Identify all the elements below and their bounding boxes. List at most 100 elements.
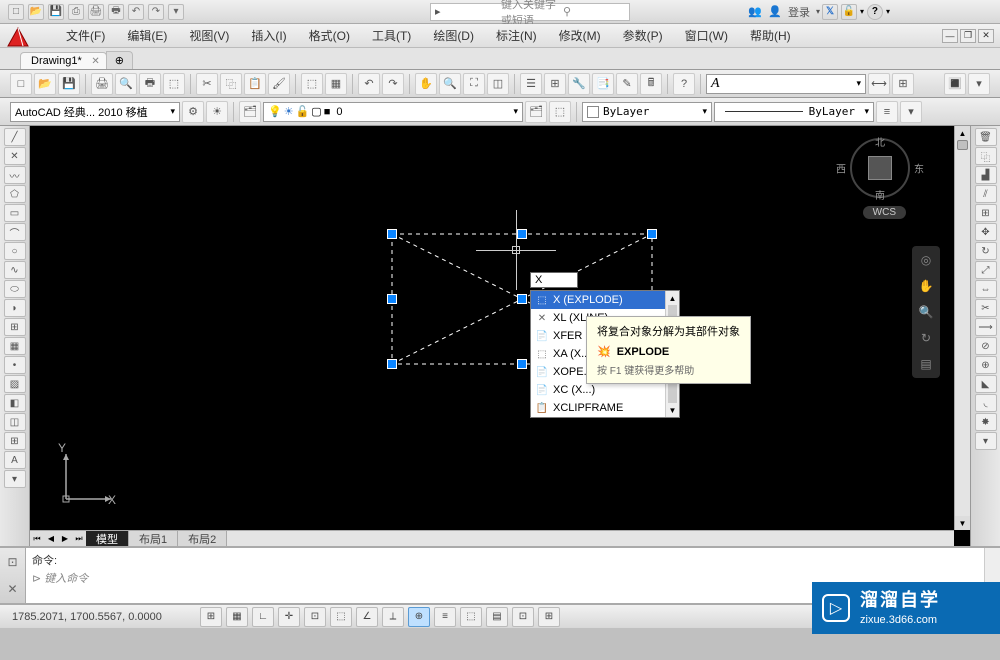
mod-extend-icon[interactable]: ⟶ bbox=[975, 318, 997, 336]
signin-icon[interactable]: 👤 bbox=[768, 5, 782, 19]
tb-more2-icon[interactable]: ▾ bbox=[900, 101, 922, 123]
mod-scale-icon[interactable]: ⤢ bbox=[975, 261, 997, 279]
tb-qcalc-icon[interactable]: 🖩 bbox=[640, 73, 662, 95]
tb-block-icon[interactable]: ⬚ bbox=[301, 73, 323, 95]
draw-ellipse-icon[interactable]: ⬭ bbox=[4, 280, 26, 298]
color-dropdown[interactable]: ByLayer bbox=[582, 102, 712, 122]
menu-insert[interactable]: 插入(I) bbox=[241, 25, 296, 46]
mod-break-icon[interactable]: ⊘ bbox=[975, 337, 997, 355]
draw-mtext-icon[interactable]: A bbox=[4, 451, 26, 469]
grip[interactable] bbox=[387, 294, 397, 304]
tb-layerp-icon[interactable]: 🗂 bbox=[239, 101, 261, 123]
people-icon[interactable]: 👥 bbox=[748, 5, 762, 19]
qat-redo-icon[interactable]: ↷ bbox=[148, 4, 164, 20]
help-icon[interactable]: ? bbox=[867, 4, 883, 20]
sb-am-icon[interactable]: ⊞ bbox=[538, 607, 560, 627]
tb-layermgr-icon[interactable]: 🗂 bbox=[525, 101, 547, 123]
sb-grid-icon[interactable]: ▦ bbox=[226, 607, 248, 627]
mod-more-icon[interactable]: ▾ bbox=[975, 432, 997, 450]
linetype-dropdown[interactable]: ByLayer bbox=[714, 102, 874, 122]
tb-cut-icon[interactable]: ✂ bbox=[196, 73, 218, 95]
mdi-close[interactable]: ✕ bbox=[978, 29, 994, 43]
viewcube[interactable]: 北 南 西 东 bbox=[850, 138, 910, 198]
cmdline-close-icon[interactable]: ✕ bbox=[7, 582, 17, 596]
qat-saveas-icon[interactable]: ⎙ bbox=[68, 4, 84, 20]
tb-more-icon[interactable]: ▾ bbox=[968, 73, 990, 95]
search-go-icon[interactable]: ⚲ bbox=[563, 5, 625, 18]
qat-dd-icon[interactable]: ▾ bbox=[168, 4, 184, 20]
draw-circle-icon[interactable]: ○ bbox=[4, 242, 26, 260]
vscrollbar[interactable]: ▲▼ bbox=[954, 126, 970, 530]
mod-explode-icon[interactable]: ✸ bbox=[975, 413, 997, 431]
tb-tool-icon[interactable]: 🔧 bbox=[568, 73, 590, 95]
draw-rect-icon[interactable]: ▭ bbox=[4, 204, 26, 222]
mdi-restore[interactable]: ❐ bbox=[960, 29, 976, 43]
tb-pan-icon[interactable]: ✋ bbox=[415, 73, 437, 95]
grip[interactable] bbox=[517, 359, 527, 369]
mod-stretch-icon[interactable]: ⇔ bbox=[975, 280, 997, 298]
sb-polar-icon[interactable]: ✛ bbox=[278, 607, 300, 627]
sb-otrack-icon[interactable]: ∠ bbox=[356, 607, 378, 627]
exchange-icon[interactable]: 𝕏 bbox=[822, 4, 838, 20]
tb-ws-set-icon[interactable]: ☀ bbox=[206, 101, 228, 123]
lock-icon[interactable]: 🔓 bbox=[841, 4, 857, 20]
tb-dc-icon[interactable]: ⊞ bbox=[544, 73, 566, 95]
draw-table-icon[interactable]: ⊞ bbox=[4, 432, 26, 450]
sb-snap-icon[interactable]: ⊞ bbox=[200, 607, 222, 627]
hscroll-first[interactable]: ⏮ bbox=[30, 531, 44, 546]
infocenter-search[interactable]: ▸ 键入关键字或短语 ⚲ bbox=[430, 3, 630, 21]
tb-zoome-icon[interactable]: ⛶ bbox=[463, 73, 485, 95]
tb-paste-icon[interactable]: 📋 bbox=[244, 73, 266, 95]
menu-window[interactable]: 窗口(W) bbox=[675, 25, 738, 46]
draw-ellarc-icon[interactable]: ◗ bbox=[4, 299, 26, 317]
draw-grad-icon[interactable]: ◧ bbox=[4, 394, 26, 412]
menu-help[interactable]: 帮助(H) bbox=[740, 25, 801, 46]
qat-save-icon[interactable]: 💾 bbox=[48, 4, 64, 20]
hscroll-next[interactable]: ▶ bbox=[58, 531, 72, 546]
menu-format[interactable]: 格式(O) bbox=[299, 25, 360, 46]
menu-file[interactable]: 文件(F) bbox=[56, 25, 115, 46]
nav-pan-icon[interactable]: ✋ bbox=[916, 276, 936, 296]
tb-save-icon[interactable]: 💾 bbox=[58, 73, 80, 95]
mod-chamfer-icon[interactable]: ◣ bbox=[975, 375, 997, 393]
tb-3dprint-icon[interactable]: ⬚ bbox=[163, 73, 185, 95]
tb-sheet-icon[interactable]: 📑 bbox=[592, 73, 614, 95]
menu-parametric[interactable]: 参数(P) bbox=[613, 25, 673, 46]
cmdline-grip[interactable]: ⊡✕ bbox=[0, 548, 26, 603]
mod-erase-icon[interactable]: 🗑 bbox=[975, 128, 997, 146]
qat-print-icon[interactable]: 🖨 bbox=[88, 4, 104, 20]
tb-dim-icon[interactable]: ⟷ bbox=[868, 73, 890, 95]
sb-ortho-icon[interactable]: ∟ bbox=[252, 607, 274, 627]
menu-draw[interactable]: 绘图(D) bbox=[423, 25, 484, 46]
tb-block2-icon[interactable]: ▦ bbox=[325, 73, 347, 95]
doc-tab-active[interactable]: Drawing1* ✕ bbox=[20, 52, 107, 69]
tb-ws-gear-icon[interactable]: ⚙ bbox=[182, 101, 204, 123]
tab-layout2[interactable]: 布局2 bbox=[178, 531, 227, 546]
tb-match-icon[interactable]: 🖌 bbox=[268, 73, 290, 95]
tb-publish-icon[interactable]: 🖶 bbox=[139, 73, 161, 95]
nav-show-icon[interactable]: ▤ bbox=[916, 354, 936, 374]
grip[interactable] bbox=[387, 359, 397, 369]
tb-print-icon[interactable]: 🖨 bbox=[91, 73, 113, 95]
wcs-badge[interactable]: WCS bbox=[863, 206, 906, 219]
draw-hatch-icon[interactable]: ▨ bbox=[4, 375, 26, 393]
tb-preview-icon[interactable]: 🔍 bbox=[115, 73, 137, 95]
tb-layerstate-icon[interactable]: ⬚ bbox=[549, 101, 571, 123]
menu-dimension[interactable]: 标注(N) bbox=[486, 25, 547, 46]
grip[interactable] bbox=[517, 294, 527, 304]
hscroll-last[interactable]: ⏭ bbox=[72, 531, 86, 546]
login-dd[interactable]: ▾ bbox=[816, 7, 820, 16]
tb-table-icon[interactable]: ⊞ bbox=[892, 73, 914, 95]
qat-undo-icon[interactable]: ↶ bbox=[128, 4, 144, 20]
nav-zoom-icon[interactable]: 🔍 bbox=[916, 302, 936, 322]
mod-mirror-icon[interactable]: ▟ bbox=[975, 166, 997, 184]
textstyle-dropdown[interactable]: A bbox=[706, 74, 866, 94]
tb-undo-icon[interactable]: ↶ bbox=[358, 73, 380, 95]
sb-dyn-icon[interactable]: ⊕ bbox=[408, 607, 430, 627]
auto-item[interactable]: 📋XCLIPFRAME bbox=[531, 399, 679, 417]
drawing-canvas[interactable]: 北 南 西 东 WCS ◎ ✋ 🔍 ↻ ▤ bbox=[30, 126, 970, 546]
sb-osnap-icon[interactable]: ⊡ bbox=[304, 607, 326, 627]
layer-dropdown[interactable]: 💡☀🔓▢■ 0 bbox=[263, 102, 523, 122]
mod-trim-icon[interactable]: ✂ bbox=[975, 299, 997, 317]
draw-point-icon[interactable]: • bbox=[4, 356, 26, 374]
